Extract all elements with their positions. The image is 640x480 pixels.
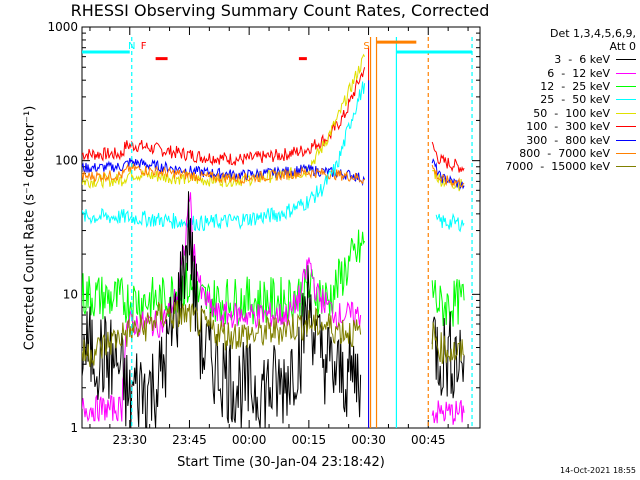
legend-swatch: [616, 99, 636, 101]
legend-header-line2: Att 0: [609, 40, 636, 53]
legend-item-label: 12 - 25 keV: [540, 79, 610, 93]
date-stamp: 14-Oct-2021 18:55: [560, 466, 636, 475]
y-tick-label: 100: [55, 154, 78, 168]
legend-item: 100 - 300 keV: [486, 120, 636, 133]
legend-swatch: [616, 72, 636, 74]
x-tick-label: 00:45: [411, 433, 446, 447]
x-tick-label: 23:45: [172, 433, 207, 447]
legend-rows: 3 - 6 keV 6 - 12 keV 12 - 25 keV 25 - 50 ke…: [486, 53, 636, 174]
chart-title: RHESSI Observing Summary Count Rates, Co…: [70, 1, 490, 20]
x-tick-label: 23:30: [112, 433, 147, 447]
series-line: [82, 191, 362, 428]
legend-item-label: 7000 - 15000 keV: [505, 160, 610, 174]
legend-item-label: 3 - 6 keV: [554, 53, 610, 67]
plot-frame: [81, 26, 481, 429]
series-line: [431, 141, 465, 173]
series-line: [431, 400, 465, 425]
legend-item: 300 - 800 keV: [486, 133, 636, 147]
x-tick-label: 00:15: [292, 433, 327, 447]
legend-swatch: [616, 166, 636, 168]
legend: Det 1,3,4,5,6,9, Att 0 3 - 6 keV 6 - 12 k…: [486, 27, 636, 174]
legend-item-label: 50 - 100 keV: [533, 106, 610, 120]
series-line: [431, 164, 465, 188]
series-line: [82, 67, 366, 167]
series-line: [82, 81, 366, 232]
legend-item: 7000 - 15000 keV: [486, 160, 636, 173]
legend-item: 800 - 7000 keV: [486, 147, 636, 160]
legend-item-label: 800 - 7000 keV: [519, 146, 610, 160]
legend-item-label: 6 - 12 keV: [547, 66, 610, 80]
series-line: [435, 212, 465, 233]
legend-swatch: [616, 126, 636, 128]
legend-item-label: 100 - 300 keV: [526, 120, 610, 134]
y-axis-label: Corrected Count Rate (s⁻¹ detector⁻¹): [22, 105, 38, 351]
series-line: [82, 192, 362, 423]
series-line: [82, 300, 362, 368]
y-tick-label: 1000: [47, 20, 78, 34]
legend-swatch: [616, 112, 636, 114]
legend-swatch: [616, 85, 636, 87]
legend-swatch: [616, 139, 636, 141]
x-axis-label: Start Time (30-Jan-04 23:18:42): [177, 455, 385, 470]
x-tick-label: 00:30: [351, 433, 386, 447]
legend-item: 50 - 100 keV: [486, 107, 636, 120]
legend-item: 25 - 50 keV: [486, 93, 636, 106]
series-line: [431, 279, 465, 327]
flag-marker: S: [363, 41, 369, 52]
y-tick-label: 10: [63, 287, 78, 301]
legend-swatch: [616, 152, 636, 154]
y-tick-label: 1: [70, 421, 78, 435]
series-line: [82, 162, 365, 185]
legend-header-line1: Det 1,3,4,5,6,9,: [549, 27, 636, 40]
series-line: [82, 53, 366, 190]
legend-item-label: 300 - 800 keV: [526, 133, 610, 147]
flag-marker: N: [128, 41, 135, 52]
series-line: [431, 322, 465, 365]
flag-marker: F: [141, 41, 147, 52]
x-tick-label: 00:00: [232, 433, 267, 447]
legend-item-label: 25 - 50 keV: [540, 93, 610, 107]
legend-swatch: [616, 59, 636, 61]
legend-item: 6 - 12 keV: [486, 66, 636, 80]
legend-item: 12 - 25 keV: [486, 80, 636, 93]
legend-item: 3 - 6 keV: [486, 53, 636, 66]
